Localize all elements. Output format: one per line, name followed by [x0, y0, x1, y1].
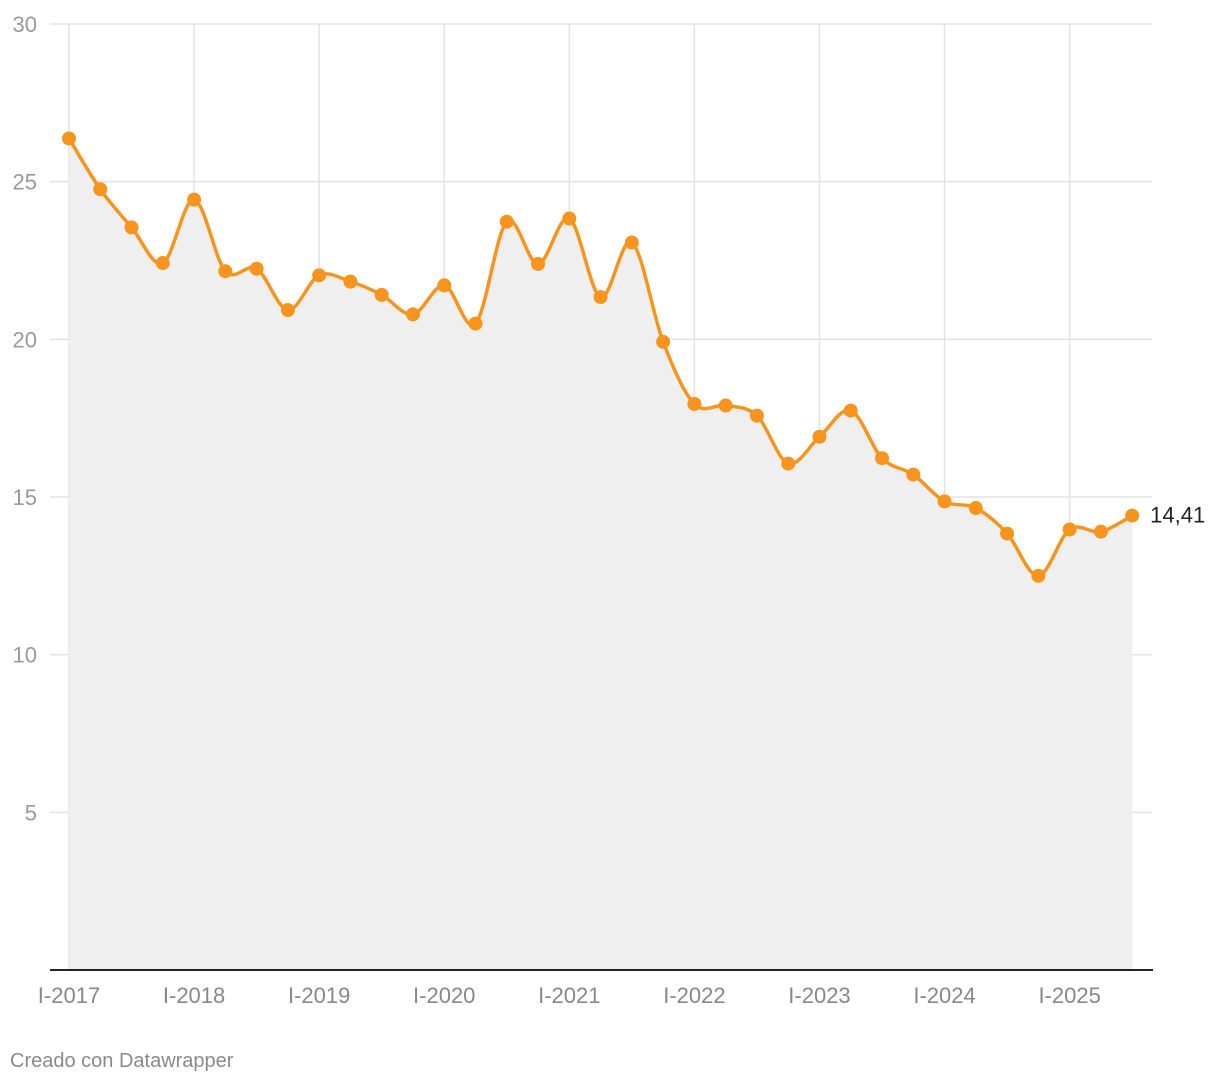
data-point-IV-2024	[1031, 568, 1046, 583]
data-point-I-2019	[312, 268, 327, 283]
data-point-IV-2020	[531, 256, 546, 271]
x-axis-tick-labels: I-2017 I-2018 I-2019 I-2020 I-2021 I-2022 I-20…	[38, 983, 1101, 1008]
data-point-IV-2017	[155, 256, 170, 271]
data-point-II-2017	[93, 182, 108, 197]
data-point-I-2025	[1062, 522, 1077, 537]
data-point-I-2021	[562, 211, 577, 226]
data-point-III-2021	[624, 235, 639, 250]
data-point-II-2019	[343, 274, 358, 289]
x-tick-label: I-2018	[163, 983, 225, 1008]
data-point-III-2018	[249, 261, 264, 276]
x-tick-label: I-2017	[38, 983, 100, 1008]
data-point-III-2017	[124, 220, 139, 235]
data-point-I-2022	[687, 396, 702, 411]
data-point-III-2022	[749, 408, 764, 423]
data-point-II-2020	[468, 316, 483, 331]
data-point-I-2024	[937, 494, 952, 509]
data-point-I-2017	[62, 131, 76, 146]
x-tick-label: I-2019	[288, 983, 350, 1008]
y-tick-label: 30	[13, 12, 37, 37]
y-axis-tick-labels: 5 10 15 20 25 30	[13, 12, 37, 825]
x-tick-label: I-2024	[913, 983, 975, 1008]
data-point-IV-2022	[781, 456, 796, 471]
data-point-II-2021	[593, 290, 608, 305]
y-tick-label: 5	[25, 800, 37, 825]
y-tick-label: 20	[13, 327, 37, 352]
datawrapper-credit[interactable]: Creado con Datawrapper	[10, 1050, 234, 1072]
data-point-IV-2021	[656, 334, 671, 349]
y-tick-label: 15	[13, 485, 37, 510]
data-point-IV-2019	[405, 307, 420, 322]
data-point-I-2020	[437, 278, 452, 293]
data-point-III-2024	[1000, 526, 1015, 541]
data-point-II-2022	[718, 398, 733, 413]
data-point-I-2023	[812, 429, 827, 444]
x-tick-label: I-2023	[788, 983, 850, 1008]
data-point-IV-2018	[280, 303, 295, 318]
x-tick-label: I-2022	[663, 983, 725, 1008]
data-point-IV-2023	[906, 467, 921, 482]
x-tick-label: I-2020	[413, 983, 475, 1008]
y-tick-label: 10	[13, 643, 37, 668]
area-fill	[69, 138, 1133, 970]
data-point-III-2020	[499, 214, 514, 229]
data-point-III-2025	[1125, 508, 1140, 523]
data-point-I-2018	[187, 192, 202, 207]
data-points	[62, 131, 1140, 583]
data-point-II-2023	[843, 403, 858, 418]
x-tick-label: I-2021	[538, 983, 600, 1008]
data-point-III-2023	[875, 451, 890, 466]
last-value-label: 14,41	[1150, 503, 1205, 528]
data-point-II-2025	[1093, 524, 1108, 539]
data-point-II-2024	[968, 501, 983, 516]
data-point-III-2019	[374, 287, 389, 302]
y-tick-label: 25	[13, 170, 37, 195]
data-point-II-2018	[218, 264, 233, 279]
x-tick-label: I-2025	[1038, 983, 1100, 1008]
